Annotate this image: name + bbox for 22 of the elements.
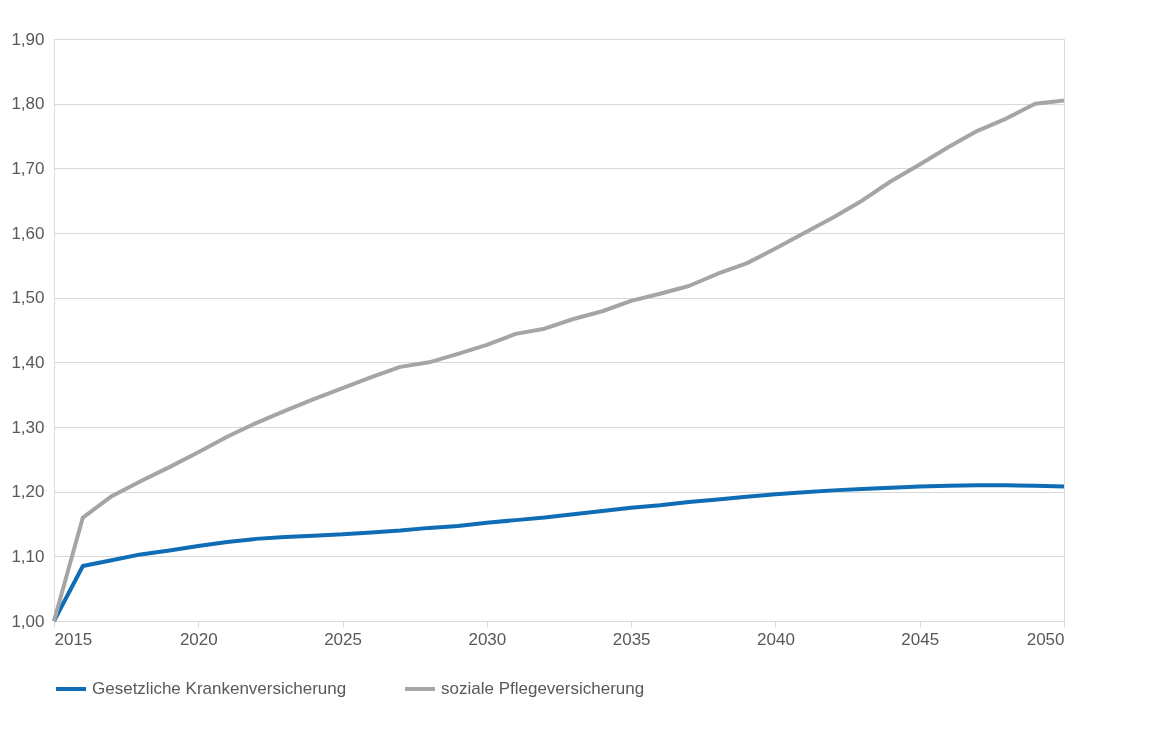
y-tick-label: 1,70: [11, 158, 45, 178]
legend-label: soziale Pflegeversicherung: [441, 679, 645, 698]
y-tick-label: 1,00: [11, 611, 45, 631]
x-tick-label: 2045: [901, 629, 940, 649]
y-tick-label: 1,80: [11, 94, 45, 114]
x-tick-label: 2020: [179, 629, 218, 649]
x-tick-label: 2040: [757, 629, 795, 649]
x-tick-label: 2050: [1026, 629, 1065, 649]
y-tick-label: 1,20: [11, 482, 45, 502]
line-series: [52, 483, 1066, 623]
x-tick-label: 2035: [612, 629, 651, 649]
x-tick-label: 2025: [324, 629, 362, 649]
x-tick-label: 2030: [468, 629, 507, 649]
y-tick-label: 1,40: [11, 352, 45, 372]
y-tick-label: 1,90: [11, 29, 45, 49]
x-tick-label: 2015: [54, 629, 93, 649]
legend-label: Gesetzliche Krankenversicherung: [92, 679, 347, 698]
y-tick-label: 1,10: [11, 546, 45, 566]
y-tick-label: 1,60: [11, 223, 45, 243]
y-tick-label: 1,30: [11, 417, 45, 437]
y-tick-label: 1,50: [11, 288, 45, 308]
line-series: [52, 98, 1066, 623]
